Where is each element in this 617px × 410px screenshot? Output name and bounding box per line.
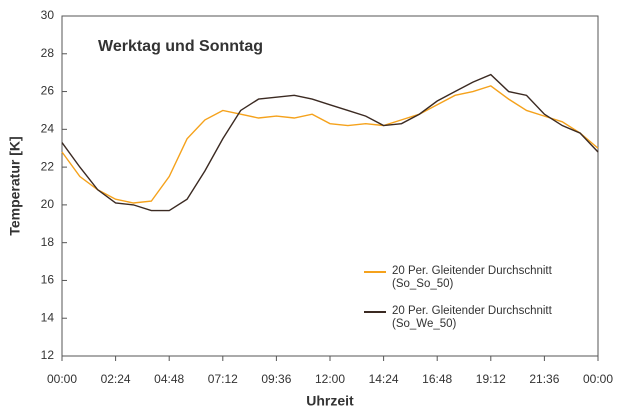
y-tick-label: 28 <box>41 46 55 60</box>
x-tick-label: 21:36 <box>529 372 559 386</box>
x-tick-label: 09:36 <box>261 372 291 386</box>
chart-title: Werktag und Sonntag <box>98 38 263 55</box>
legend-label: 20 Per. Gleitender Durchschnitt (So_We_5… <box>392 305 552 330</box>
y-tick-label: 24 <box>41 122 55 136</box>
line <box>61 73 599 212</box>
y-tick-label: 12 <box>41 348 55 362</box>
y-tick-label: 26 <box>41 84 55 98</box>
y-tick-label: 16 <box>41 273 55 287</box>
x-tick-label: 07:12 <box>208 372 238 386</box>
x-tick-label: 00:00 <box>583 372 613 386</box>
x-axis-label: Uhrzeit <box>306 393 354 409</box>
x-tick-label: 00:00 <box>47 372 77 386</box>
y-axis-label: Temperatur [K] <box>7 136 23 235</box>
y-tick-label: 18 <box>41 235 55 249</box>
x-tick-label: 19:12 <box>476 372 506 386</box>
x-tick-label: 14:24 <box>369 372 399 386</box>
y-tick-label: 20 <box>41 197 55 211</box>
x-tick-label: 16:48 <box>422 372 452 386</box>
y-tick-label: 22 <box>41 159 55 173</box>
x-tick-label: 04:48 <box>154 372 184 386</box>
line <box>61 85 599 204</box>
x-tick-label: 02:24 <box>101 372 131 386</box>
y-tick-label: 14 <box>41 310 55 324</box>
x-tick-label: 12:00 <box>315 372 345 386</box>
y-tick-label: 30 <box>41 8 55 22</box>
legend-label: 20 Per. Gleitender Durchschnitt (So_So_5… <box>392 265 552 290</box>
